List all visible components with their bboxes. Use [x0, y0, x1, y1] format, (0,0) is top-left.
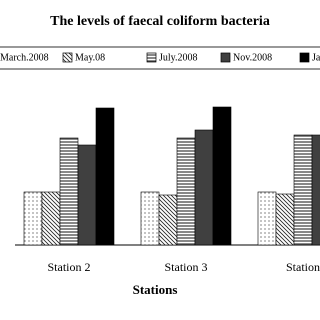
legend-label: July.2008 [159, 52, 198, 63]
bar [23, 191, 43, 246]
bar [41, 191, 61, 246]
legend-label: March.2008 [0, 52, 49, 63]
x-tick-label: Station 2 [47, 260, 90, 274]
bar [140, 191, 160, 246]
bar [194, 129, 214, 246]
bar [158, 194, 178, 246]
bar [77, 144, 97, 246]
bar [95, 107, 115, 246]
chart-title: The levels of faecal coliform bacteria [50, 14, 270, 29]
legend-label: May.08 [75, 52, 105, 63]
legend-swatch [299, 52, 310, 63]
x-tick-label: Station 3 [164, 260, 207, 274]
bar [275, 193, 295, 246]
legend-box [0, 46, 320, 70]
x-axis-label: Stations [133, 282, 178, 297]
bar [212, 106, 232, 246]
bar [293, 134, 313, 246]
legend-label: Nov.2008 [233, 52, 272, 63]
legend-swatch [146, 52, 157, 63]
legend-swatch [62, 52, 73, 63]
bar [59, 137, 79, 246]
x-tick-label: Station [286, 260, 320, 274]
bar [176, 137, 196, 246]
legend-label: Ja [312, 52, 320, 63]
legend-swatch [220, 52, 231, 63]
bar [311, 134, 320, 246]
bar [257, 191, 277, 246]
